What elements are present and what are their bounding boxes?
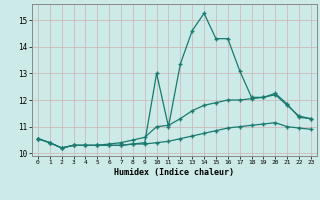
X-axis label: Humidex (Indice chaleur): Humidex (Indice chaleur) bbox=[115, 168, 234, 177]
